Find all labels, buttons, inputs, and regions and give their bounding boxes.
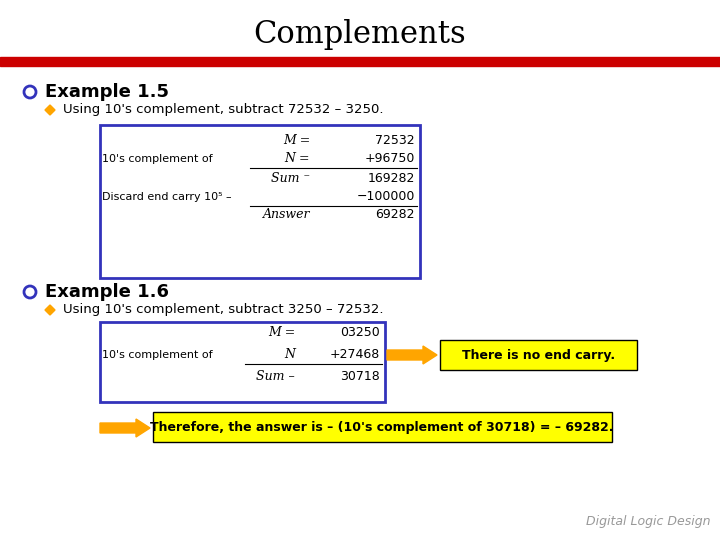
Text: N =: N = bbox=[284, 152, 310, 165]
Text: 10's complement of: 10's complement of bbox=[102, 154, 212, 164]
Text: 72532: 72532 bbox=[375, 133, 415, 146]
Text: Using 10's complement, subtract 3250 – 72532.: Using 10's complement, subtract 3250 – 7… bbox=[63, 303, 384, 316]
FancyArrow shape bbox=[387, 346, 437, 364]
FancyBboxPatch shape bbox=[153, 412, 612, 442]
FancyBboxPatch shape bbox=[100, 322, 385, 402]
Text: Sum –: Sum – bbox=[256, 370, 295, 383]
Text: Discard end carry 10⁵ –: Discard end carry 10⁵ – bbox=[102, 192, 232, 202]
Text: Answer: Answer bbox=[263, 208, 310, 221]
Text: Digital Logic Design: Digital Logic Design bbox=[585, 516, 710, 529]
Text: M =: M = bbox=[268, 327, 295, 340]
FancyBboxPatch shape bbox=[100, 125, 420, 278]
Text: 69282: 69282 bbox=[376, 208, 415, 221]
Text: −100000: −100000 bbox=[356, 191, 415, 204]
Text: +96750: +96750 bbox=[364, 152, 415, 165]
Text: 30718: 30718 bbox=[341, 370, 380, 383]
Text: Sum ⁻: Sum ⁻ bbox=[271, 172, 310, 185]
Text: There is no end carry.: There is no end carry. bbox=[462, 348, 616, 361]
Text: Complements: Complements bbox=[253, 19, 467, 51]
Text: Example 1.6: Example 1.6 bbox=[45, 283, 169, 301]
Text: 169282: 169282 bbox=[368, 172, 415, 185]
Text: N: N bbox=[284, 348, 295, 361]
Bar bbox=[0, 57, 720, 66]
Text: +27468: +27468 bbox=[330, 348, 380, 361]
Text: 10's complement of: 10's complement of bbox=[102, 350, 212, 360]
Text: Example 1.5: Example 1.5 bbox=[45, 83, 169, 101]
Text: Therefore, the answer is – (10's complement of 30718) = – 69282.: Therefore, the answer is – (10's complem… bbox=[150, 421, 613, 434]
Text: M =: M = bbox=[283, 133, 310, 146]
FancyArrow shape bbox=[100, 419, 150, 437]
Text: Using 10's complement, subtract 72532 – 3250.: Using 10's complement, subtract 72532 – … bbox=[63, 104, 384, 117]
FancyBboxPatch shape bbox=[440, 340, 637, 370]
Text: 03250: 03250 bbox=[341, 327, 380, 340]
